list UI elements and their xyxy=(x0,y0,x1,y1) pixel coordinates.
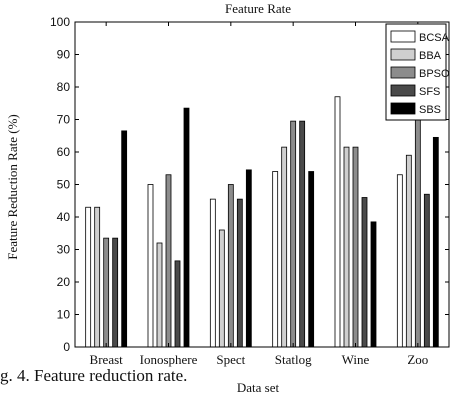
y-tick-label: 20 xyxy=(57,275,71,289)
y-tick-label: 50 xyxy=(57,178,71,192)
bar-bba-breast xyxy=(94,206,101,348)
legend-swatch-bpso xyxy=(390,66,416,79)
y-tick-label: 90 xyxy=(57,48,71,62)
bar-bba-ionosphere xyxy=(156,242,163,348)
y-axis-label: Feature Reduction Rate (%) xyxy=(5,114,20,259)
legend: BCSA BBA BPSO SFS SBS xyxy=(385,23,450,121)
bar-bpso-ionosphere xyxy=(165,174,172,348)
bar-sfs-spect xyxy=(236,198,243,348)
bar-sbs-wine xyxy=(370,221,377,348)
bar-sbs-spect xyxy=(245,169,252,348)
y-tick-label: 40 xyxy=(57,210,71,224)
x-tick-label-ionosphere: Ionosphere xyxy=(140,352,198,367)
bar-sfs-breast xyxy=(112,237,119,348)
figure-caption: g. 4. Feature reduction rate. xyxy=(0,366,188,385)
legend-swatch-bcsa xyxy=(390,30,416,43)
bar-bpso-spect xyxy=(227,184,234,348)
y-tick-label: 100 xyxy=(50,15,70,29)
legend-label-sbs: SBS xyxy=(419,104,441,116)
legend-label-bpso: BPSO xyxy=(419,68,450,80)
bar-bcsa-statlog xyxy=(272,171,279,348)
y-tick-label: 30 xyxy=(57,243,71,257)
y-tick-label: 0 xyxy=(63,340,70,354)
legend-swatch-sfs xyxy=(390,84,416,97)
x-tick-label-statlog: Statlog xyxy=(275,352,312,367)
bar-sfs-ionosphere xyxy=(174,260,181,348)
bar-sbs-statlog xyxy=(308,171,315,348)
bar-bcsa-zoo xyxy=(396,174,403,348)
bar-sfs-zoo xyxy=(423,193,430,348)
axes-group: 0 10 20 30 40 50 60 70 80 90 100 Breast Ionosphere Sp… xyxy=(50,15,450,367)
bar-bcsa-breast xyxy=(85,206,92,348)
x-tick-label-spect: Spect xyxy=(216,352,245,367)
y-tick-label: 60 xyxy=(57,145,71,159)
bar-sfs-statlog xyxy=(299,120,306,348)
bar-bba-statlog xyxy=(281,146,288,348)
bar-sbs-zoo xyxy=(432,136,439,348)
x-tick-label-wine: Wine xyxy=(342,352,370,367)
y-tick-label: 80 xyxy=(57,80,71,94)
bar-sfs-wine xyxy=(361,197,368,348)
x-axis-label: Data set xyxy=(237,380,280,395)
bar-bpso-zoo xyxy=(414,117,421,348)
bar-bcsa-spect xyxy=(209,198,216,348)
bar-sbs-ionosphere xyxy=(183,107,190,348)
y-tick-label: 70 xyxy=(57,113,71,127)
bar-bcsa-ionosphere xyxy=(147,184,154,348)
legend-swatch-sbs xyxy=(390,102,416,115)
legend-label-bba: BBA xyxy=(419,50,442,62)
bar-bpso-breast xyxy=(103,237,110,348)
bar-bba-zoo xyxy=(405,154,412,348)
legend-label-bcsa: BCSA xyxy=(419,32,450,44)
bar-sbs-breast xyxy=(121,130,128,348)
bars-group xyxy=(85,96,439,348)
x-tick-label-breast: Breast xyxy=(90,352,124,367)
y-tick-label: 10 xyxy=(57,308,71,322)
x-tick-label-zoo: Zoo xyxy=(407,352,428,367)
bar-bba-spect xyxy=(218,229,225,348)
legend-swatch-bba xyxy=(390,48,416,61)
bar-bpso-wine xyxy=(352,146,359,348)
bar-bpso-statlog xyxy=(290,120,297,348)
chart-title: Feature Rate xyxy=(225,1,291,16)
bar-bba-wine xyxy=(343,146,350,348)
bar-bcsa-wine xyxy=(334,96,341,348)
legend-label-sfs: SFS xyxy=(419,86,440,98)
